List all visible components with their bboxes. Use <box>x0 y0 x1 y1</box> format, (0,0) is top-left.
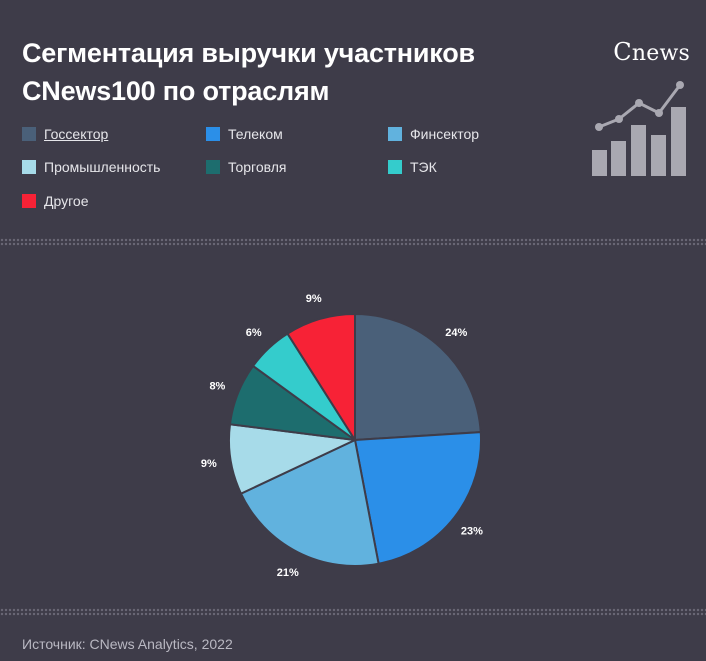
legend-label: Госсектор <box>44 126 109 142</box>
legend-label: Промышленность <box>44 159 161 175</box>
legend-item-trade[interactable]: Торговля <box>206 159 286 175</box>
deco-point-icon <box>655 109 663 117</box>
pie-data-label-4: 9% <box>201 458 217 470</box>
chart-title-line-2: CNews100 по отраслям <box>22 76 330 106</box>
deco-bar-icon <box>592 150 607 176</box>
deco-bar-icon <box>611 141 626 176</box>
legend-item-finsector[interactable]: Финсектор <box>388 126 479 142</box>
legend-label: Другое <box>44 193 89 209</box>
pie-data-label-7: 9% <box>306 293 322 305</box>
legend-label: Торговля <box>228 159 287 175</box>
cnews-logo: Cnews <box>613 38 690 66</box>
pie-data-label-3: 21% <box>277 567 299 579</box>
legend-swatch <box>206 160 220 174</box>
legend-item-industry[interactable]: Промышленность <box>22 159 160 175</box>
pie-slice-1[interactable] <box>354 312 482 442</box>
legend-item-telecom[interactable]: Телеком <box>206 126 283 142</box>
chart-title: Сегментация выручки участников CNews100 … <box>22 34 582 110</box>
legend-item-tek[interactable]: ТЭК <box>388 159 437 175</box>
deco-point-icon <box>615 115 623 123</box>
deco-point-icon <box>676 81 684 89</box>
pie-data-label-5: 8% <box>209 381 225 393</box>
deco-bar-icon <box>631 125 646 176</box>
legend-swatch <box>22 127 36 141</box>
pie-slice-7[interactable] <box>286 312 356 444</box>
dotted-divider-bottom <box>0 608 706 616</box>
pie-data-label-6: 6% <box>246 327 262 339</box>
pie-data-label-1: 24% <box>445 327 467 339</box>
legend-swatch <box>388 127 402 141</box>
pie-chart: 24% 23% 21% 9% 8% 6% 9% <box>201 293 483 579</box>
deco-point-icon <box>635 99 643 107</box>
legend-item-other[interactable]: Другое <box>22 193 88 209</box>
legend-label: Финсектор <box>410 126 480 142</box>
growth-chart-icon <box>592 81 686 176</box>
legend-swatch <box>388 160 402 174</box>
pie-slice-2[interactable] <box>353 431 482 565</box>
deco-point-icon <box>595 123 603 131</box>
legend-item-gossector[interactable]: Госсектор <box>22 126 108 142</box>
legend-swatch <box>206 127 220 141</box>
deco-bar-icon <box>671 107 686 176</box>
deco-bar-icon <box>651 135 666 176</box>
legend-label: ТЭК <box>410 159 437 175</box>
pie-chart-area: 24% 23% 21% 9% 8% 6% 9% <box>0 252 706 602</box>
source-note: Источник: CNews Analytics, 2022 <box>22 636 233 652</box>
dotted-divider-top <box>0 238 706 246</box>
legend-swatch <box>22 194 36 208</box>
legend-label: Телеком <box>228 126 283 142</box>
legend-swatch <box>22 160 36 174</box>
pie-data-label-2: 23% <box>461 526 483 538</box>
pie-slice-3[interactable] <box>239 438 380 567</box>
chart-title-line-1: Сегментация выручки участников <box>22 38 475 68</box>
